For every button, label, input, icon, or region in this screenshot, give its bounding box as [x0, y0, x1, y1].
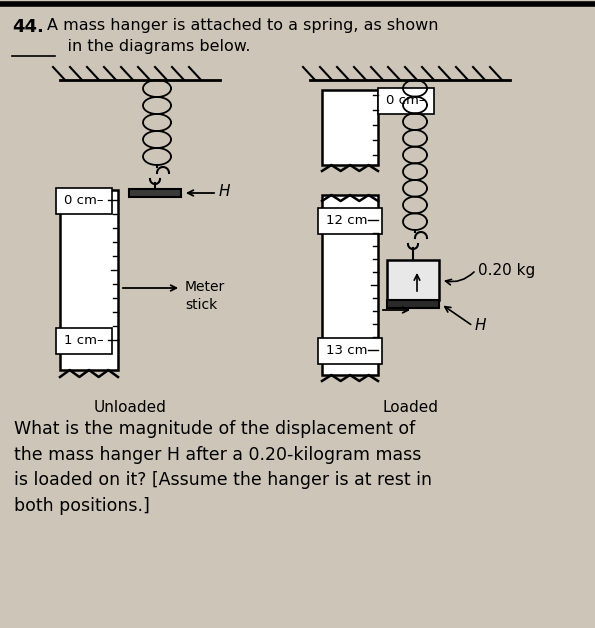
FancyBboxPatch shape — [322, 195, 378, 375]
FancyBboxPatch shape — [318, 208, 382, 234]
Text: 44.: 44. — [12, 18, 44, 36]
FancyBboxPatch shape — [387, 300, 439, 308]
FancyBboxPatch shape — [129, 189, 181, 197]
Text: 1 cm–: 1 cm– — [64, 335, 104, 347]
Text: H: H — [475, 318, 487, 333]
Text: 13 cm–: 13 cm– — [326, 345, 374, 357]
Text: What is the magnitude of the displacement of
the mass hanger H after a 0.20-kilo: What is the magnitude of the displacemen… — [14, 420, 432, 515]
Text: H: H — [219, 185, 230, 200]
FancyBboxPatch shape — [56, 328, 112, 354]
FancyBboxPatch shape — [378, 88, 434, 114]
Text: 0.20 kg: 0.20 kg — [478, 263, 536, 278]
FancyBboxPatch shape — [60, 190, 118, 370]
FancyBboxPatch shape — [56, 188, 112, 214]
Text: Meter
stick: Meter stick — [185, 280, 226, 312]
Text: 0 cm–: 0 cm– — [64, 195, 104, 207]
Text: 0 cm–: 0 cm– — [386, 94, 426, 107]
Text: A mass hanger is attached to a spring, as shown
    in the diagrams below.: A mass hanger is attached to a spring, a… — [47, 18, 439, 54]
Text: Loaded: Loaded — [382, 400, 438, 415]
FancyBboxPatch shape — [318, 338, 382, 364]
Text: Unloaded: Unloaded — [93, 400, 167, 415]
Text: 12 cm–: 12 cm– — [326, 215, 374, 227]
FancyBboxPatch shape — [322, 90, 378, 165]
FancyBboxPatch shape — [387, 260, 439, 300]
